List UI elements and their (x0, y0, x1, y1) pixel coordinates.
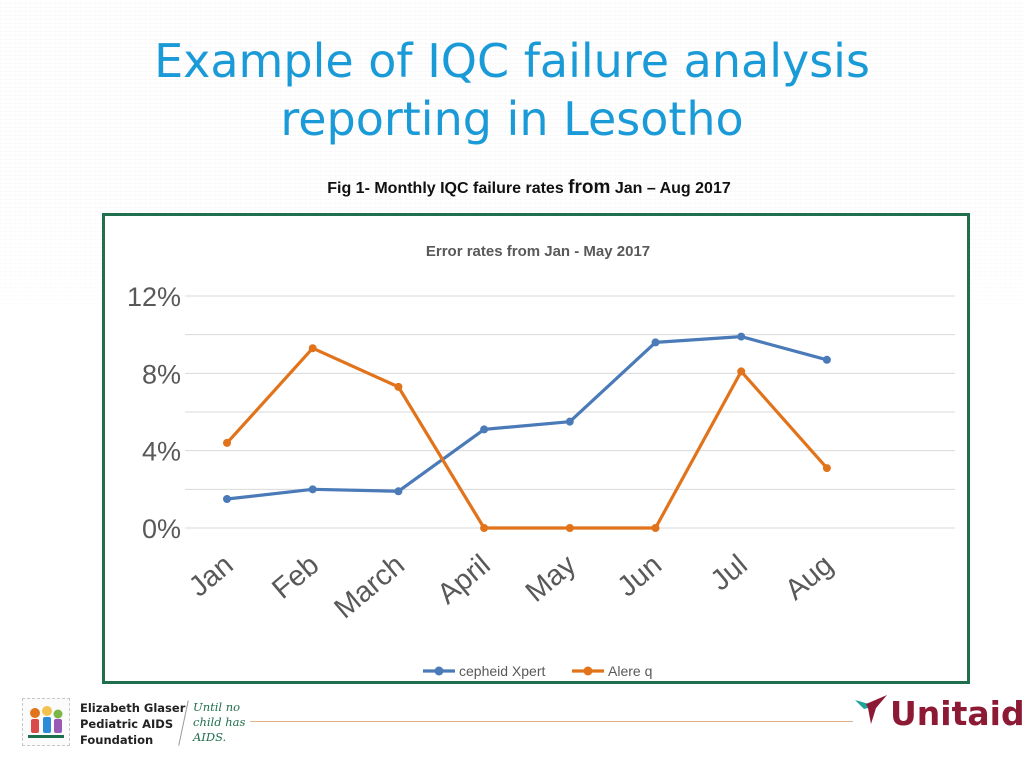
figure-caption-part1: Fig 1- Monthly IQC failure rates (327, 180, 569, 197)
egpaf-children-logo-icon (22, 698, 70, 746)
egpaf-name: Elizabeth Glaser Pediatric AIDS Foundati… (80, 701, 186, 747)
x-tick-label: April (432, 549, 497, 611)
data-point (394, 487, 403, 496)
data-point (480, 524, 489, 532)
unitaid-bird-icon (854, 694, 888, 726)
series-group (223, 332, 831, 532)
x-tick-labels: Jan Feb March April May Jun Jul Aug (183, 549, 839, 626)
x-tick-label: March (329, 549, 411, 625)
x-tick-label: Jul (705, 549, 754, 597)
data-point (822, 464, 831, 473)
data-point (223, 438, 231, 447)
data-point (737, 332, 746, 341)
data-point (308, 485, 317, 494)
unitaid-wordmark: Unitaid (890, 694, 1024, 733)
legend-label: cepheid Xpert (459, 663, 546, 679)
line-chart: 12% 8% 4% 0% Jan Feb March April May Jun Jul Aug E… (127, 243, 955, 679)
data-point (223, 495, 231, 503)
x-tick-label: May (520, 549, 583, 609)
gridlines (185, 295, 955, 529)
y-tick-label: 12% (127, 282, 181, 312)
series-line (225, 334, 829, 501)
x-tick-label: Feb (266, 549, 325, 606)
figure-caption: Fig 1- Monthly IQC failure rates from Ja… (0, 177, 1024, 199)
data-point (394, 382, 403, 391)
slide-title-line2: reporting in Lesotho (280, 92, 744, 146)
data-point (565, 417, 574, 426)
series-line (225, 346, 829, 530)
slide-title-line1: Example of IQC failure analysis (154, 34, 870, 88)
x-tick-label: Jun (612, 549, 668, 604)
y-tick-label: 0% (142, 514, 181, 544)
chart-title: Error rates from Jan - May 2017 (426, 243, 650, 260)
legend-marker (434, 666, 444, 676)
chart-legend: cepheid Xpert Alere q (423, 663, 652, 679)
egpaf-tagline: Until no child has AIDS. (193, 700, 246, 744)
data-point (737, 367, 746, 376)
figure-caption-part3: Jan – Aug 2017 (610, 180, 731, 197)
data-point (480, 425, 489, 434)
y-tick-labels: 12% 8% 4% 0% (127, 282, 181, 544)
data-point (651, 338, 660, 347)
legend-label: Alere q (608, 663, 652, 679)
y-tick-label: 8% (142, 359, 181, 389)
data-point (822, 355, 831, 364)
legend-marker (583, 666, 593, 676)
footer-divider-line (250, 721, 853, 722)
x-tick-label: Jan (183, 549, 239, 604)
data-point (308, 344, 317, 353)
x-tick-label: Aug (779, 549, 839, 607)
data-point (651, 524, 660, 532)
slide-title: Example of IQC failure analysis reportin… (0, 32, 1024, 148)
figure-caption-part2: from (568, 177, 611, 198)
y-tick-label: 4% (142, 437, 181, 467)
chart-frame: 12% 8% 4% 0% Jan Feb March April May Jun Jul Aug E… (102, 213, 970, 684)
data-point (565, 524, 574, 532)
